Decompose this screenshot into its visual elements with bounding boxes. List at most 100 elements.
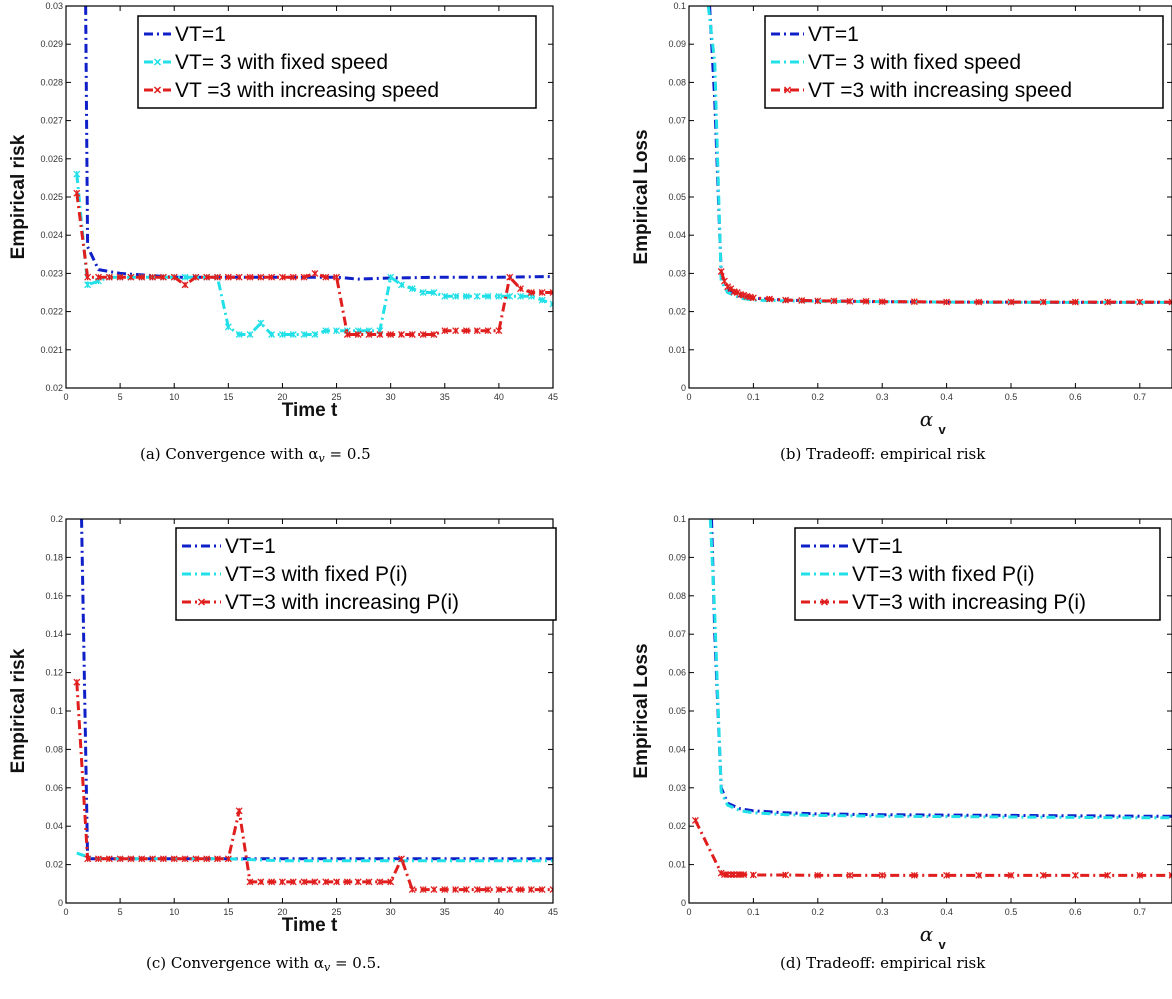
series-point bbox=[354, 331, 362, 338]
series-point bbox=[159, 273, 167, 281]
series-point bbox=[203, 855, 211, 863]
x-tick-label: 0.4 bbox=[940, 907, 953, 917]
series-point bbox=[430, 331, 438, 338]
legend-label: VT=3 with fixed P(i) bbox=[225, 563, 408, 586]
series-line bbox=[75, 193, 553, 336]
series-point bbox=[278, 878, 286, 886]
series-point bbox=[73, 678, 81, 686]
x-tick-label: 0.5 bbox=[1005, 907, 1018, 917]
series-point bbox=[289, 878, 297, 886]
series-point bbox=[235, 273, 243, 281]
x-tick-label: 0.2 bbox=[812, 907, 825, 917]
y-tick-label: 0.02 bbox=[668, 821, 686, 831]
y-tick-label: 0.06 bbox=[668, 668, 686, 678]
series-point bbox=[549, 886, 553, 894]
y-tick-label: 0.07 bbox=[668, 629, 686, 639]
x-tick-label: 20 bbox=[277, 392, 287, 402]
y-tick-label: 0.09 bbox=[668, 39, 686, 49]
y-tick-label: 0.06 bbox=[45, 783, 63, 793]
series-point bbox=[862, 297, 870, 305]
series-point bbox=[724, 283, 732, 291]
series-point bbox=[278, 331, 286, 338]
legend-box bbox=[764, 15, 1164, 109]
series-point bbox=[311, 331, 319, 338]
caption-main: (d) Tradeoff: empirical risk bbox=[780, 954, 986, 972]
y-tick-label: 0.05 bbox=[668, 192, 686, 202]
plot-area bbox=[706, 6, 1172, 306]
y-tick-label: 0.03 bbox=[668, 268, 686, 278]
series-point bbox=[289, 273, 297, 281]
legend-marker bbox=[197, 598, 206, 606]
x-tick-label: 45 bbox=[548, 907, 558, 917]
x-tick-label: 15 bbox=[223, 392, 233, 402]
series-point bbox=[170, 855, 178, 863]
series-point bbox=[170, 273, 178, 281]
legend-label: VT=3 with increasing P(i) bbox=[225, 591, 459, 614]
y-tick-label: 0.06 bbox=[668, 154, 686, 164]
series-point bbox=[462, 886, 470, 894]
series-point bbox=[495, 886, 503, 894]
series-point bbox=[484, 327, 492, 335]
series-point bbox=[376, 878, 384, 886]
series-point bbox=[830, 297, 838, 305]
caption: (a) Convergence with αv = 0.5 bbox=[140, 445, 371, 465]
series-line bbox=[719, 271, 1172, 304]
y-tick-label: 0.03 bbox=[668, 783, 686, 793]
series-point bbox=[73, 170, 81, 178]
y-tick-label: 0.08 bbox=[45, 744, 63, 754]
caption-main: (b) Tradeoff: empirical risk bbox=[780, 445, 986, 463]
legend-marker bbox=[153, 86, 162, 94]
series-point bbox=[419, 331, 427, 338]
series-point bbox=[1168, 298, 1172, 306]
y-tick-label: 0.05 bbox=[668, 706, 686, 716]
series-point bbox=[441, 886, 449, 894]
legend-box bbox=[137, 15, 537, 109]
series-point bbox=[224, 855, 232, 863]
x-tick-label: 0.3 bbox=[876, 392, 889, 402]
series-point bbox=[387, 878, 395, 886]
caption-main: (c) Convergence with α bbox=[146, 954, 324, 972]
series-point bbox=[84, 855, 92, 863]
x-tick-label: 5 bbox=[118, 907, 123, 917]
series-point bbox=[73, 189, 81, 197]
chart-b: 0 0.1 0.2 0.3 0.4 0.5 0.6 0.7 0 0.01 0.02 0.03 0.04 0… bbox=[631, 1, 1172, 463]
caption-main: (a) Convergence with α bbox=[140, 445, 319, 463]
y-tick-label: 0.09 bbox=[668, 552, 686, 562]
x-tick-label: 40 bbox=[494, 907, 504, 917]
series-point bbox=[846, 297, 854, 305]
series-line bbox=[75, 173, 553, 336]
series-point bbox=[1104, 871, 1112, 879]
y-tick-label: 0.08 bbox=[668, 77, 686, 87]
y-tick-label: 0 bbox=[681, 383, 686, 393]
series-point bbox=[473, 292, 481, 300]
series-point bbox=[538, 886, 546, 894]
plot-frame bbox=[65, 5, 554, 389]
y-tick-label: 0.027 bbox=[40, 116, 63, 126]
series-point bbox=[203, 273, 211, 281]
series-point bbox=[149, 855, 157, 863]
series-point bbox=[740, 871, 748, 879]
legend-label: VT=3 with increasing P(i) bbox=[852, 591, 1086, 614]
series-point bbox=[311, 878, 319, 886]
series-point bbox=[149, 273, 157, 281]
x-tick-label: 0 bbox=[63, 907, 68, 917]
series-point bbox=[430, 289, 438, 296]
series-point bbox=[527, 886, 535, 894]
series-point bbox=[730, 871, 738, 879]
series-point bbox=[1007, 298, 1015, 306]
series-point bbox=[462, 327, 470, 335]
series-point bbox=[192, 273, 200, 281]
plot-frame bbox=[65, 518, 554, 904]
series-point bbox=[181, 273, 189, 281]
series-point bbox=[408, 886, 416, 894]
y-tick-label: 0.021 bbox=[40, 345, 63, 355]
x-tick-label: 30 bbox=[386, 907, 396, 917]
series-point bbox=[495, 327, 503, 335]
legend-box bbox=[175, 527, 557, 621]
series-point bbox=[782, 871, 790, 879]
plot-area bbox=[73, 6, 553, 338]
legend-label: VT =3 with increasing speed bbox=[175, 79, 439, 102]
chart-d: 0 0.1 0.2 0.3 0.4 0.5 0.6 0.7 0 0.01 0.02 0.03 0.04 0… bbox=[631, 514, 1172, 972]
caption-sub: v bbox=[319, 452, 326, 465]
